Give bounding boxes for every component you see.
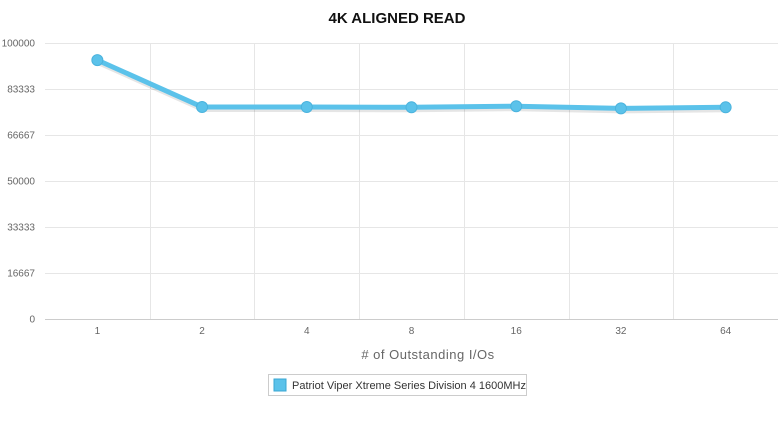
chart-title: 4K ALIGNED READ: [329, 10, 466, 27]
y-tick-label: 83333: [7, 85, 35, 96]
x-tick-label: 1: [95, 326, 101, 337]
x-tick-label: 2: [199, 326, 205, 337]
y-tick-label: 33333: [7, 223, 35, 234]
y-tick-label: 100000: [2, 39, 36, 50]
y-tick-label: 66667: [7, 130, 35, 141]
data-point[interactable]: [405, 101, 418, 114]
legend-box: [268, 374, 527, 396]
legend-label: Patriot Viper Xtreme Series Division 4 1…: [292, 380, 526, 392]
x-tick-label: 64: [720, 326, 732, 337]
data-point[interactable]: [91, 54, 104, 67]
x-tick-label: 16: [511, 326, 523, 337]
data-point[interactable]: [196, 101, 209, 114]
x-axis-ticks: 1 2 4 8 16 32 64: [95, 326, 732, 337]
y-tick-label: 16667: [7, 268, 35, 279]
data-point[interactable]: [510, 100, 523, 113]
legend-swatch: [273, 378, 287, 392]
data-point[interactable]: [300, 101, 313, 114]
series-layer: [91, 54, 732, 115]
x-tick-label: 32: [615, 326, 627, 337]
x-tick-label: 4: [304, 326, 310, 337]
y-tick-label: 0: [29, 315, 35, 326]
y-axis-ticks: 0 16667 33333 50000 66667 83333 100000: [2, 39, 36, 326]
y-tick-label: 50000: [7, 177, 35, 188]
x-tick-label: 8: [409, 326, 415, 337]
legend[interactable]: Patriot Viper Xtreme Series Division 4 1…: [268, 374, 527, 396]
data-point[interactable]: [614, 102, 627, 115]
series-line: [94, 57, 729, 111]
data-point[interactable]: [719, 101, 732, 114]
x-axis-label: # of Outstanding I/Os: [361, 347, 494, 362]
